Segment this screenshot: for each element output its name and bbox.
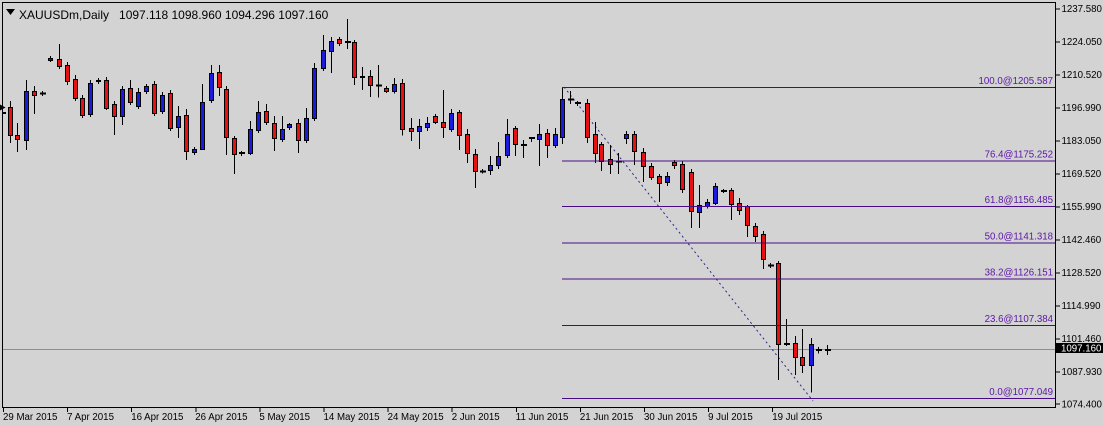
svg-text:24 May 2015: 24 May 2015: [388, 412, 444, 423]
svg-text:2 Jun 2015: 2 Jun 2015: [452, 412, 500, 423]
svg-text:1114.990: 1114.990: [1062, 301, 1102, 312]
svg-text:61.8@1156.485: 61.8@1156.485: [985, 195, 1053, 206]
svg-text:1155.990: 1155.990: [1062, 202, 1102, 213]
svg-text:14 May 2015: 14 May 2015: [324, 412, 380, 423]
svg-text:1210.520: 1210.520: [1062, 70, 1103, 81]
svg-text:1101.460: 1101.460: [1062, 334, 1102, 345]
svg-text:76.4@1175.252: 76.4@1175.252: [985, 150, 1053, 161]
svg-text:26 Apr 2015: 26 Apr 2015: [195, 412, 247, 423]
svg-text:21 Jun 2015: 21 Jun 2015: [580, 412, 633, 423]
svg-text:1087.930: 1087.930: [1062, 367, 1103, 378]
svg-text:1183.050: 1183.050: [1062, 136, 1102, 147]
svg-text:XAUUSDm,Daily 1097.118 1098.: XAUUSDm,Daily 1097.118 1098.960 1094.296…: [19, 8, 329, 22]
svg-text:1224.050: 1224.050: [1062, 37, 1103, 48]
svg-text:1196.990: 1196.990: [1062, 103, 1102, 114]
svg-text:1097.160: 1097.160: [1061, 344, 1102, 355]
svg-text:23.6@1107.384: 23.6@1107.384: [985, 314, 1054, 325]
svg-text:50.0@1141.318: 50.0@1141.318: [985, 232, 1053, 243]
svg-text:1142.460: 1142.460: [1062, 235, 1102, 246]
svg-text:30 Jun 2015: 30 Jun 2015: [644, 412, 697, 423]
svg-text:16 Apr 2015: 16 Apr 2015: [131, 412, 183, 423]
svg-text:1074.400: 1074.400: [1062, 399, 1103, 410]
svg-text:9 Jul 2015: 9 Jul 2015: [708, 412, 753, 423]
svg-text:1237.580: 1237.580: [1062, 4, 1103, 15]
svg-text:1169.520: 1169.520: [1062, 169, 1102, 180]
svg-text:0.0@1077.049: 0.0@1077.049: [989, 387, 1053, 398]
svg-text:7 Apr 2015: 7 Apr 2015: [67, 412, 114, 423]
svg-text:1128.520: 1128.520: [1062, 268, 1102, 279]
svg-text:29 Mar 2015: 29 Mar 2015: [3, 412, 57, 423]
svg-text:11 Jun 2015: 11 Jun 2015: [516, 412, 569, 423]
svg-text:100.0@1205.587: 100.0@1205.587: [979, 76, 1053, 87]
svg-text:5 May 2015: 5 May 2015: [259, 412, 310, 423]
svg-text:19 Jul 2015: 19 Jul 2015: [772, 412, 822, 423]
svg-text:38.2@1126.151: 38.2@1126.151: [985, 268, 1053, 279]
